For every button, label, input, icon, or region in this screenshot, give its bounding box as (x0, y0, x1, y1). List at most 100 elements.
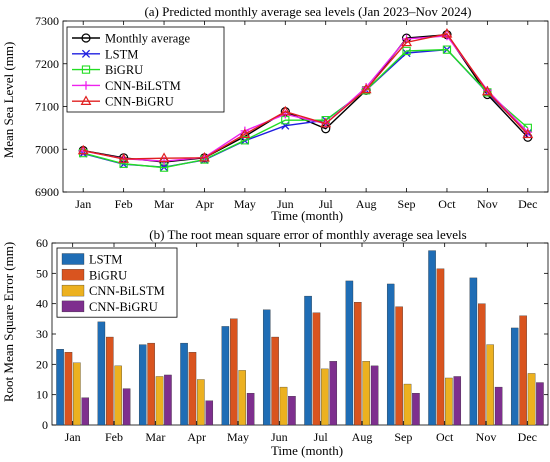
chart-a-legend-entry: CNN-BiGRU (72, 95, 174, 109)
chart-a-legend-label: LSTM (105, 47, 138, 61)
chart-b: (b) The root mean square error of monthl… (1, 227, 549, 458)
chart-b-bar (428, 250, 436, 426)
chart-a-legend-label: CNN-BiGRU (105, 95, 174, 109)
chart-b-bar (510, 327, 519, 426)
chart-b-y-tick-label: 30 (36, 327, 48, 341)
chart-b-y-tick-label: 0 (42, 418, 48, 432)
chart-b-legend-entry: LSTM (61, 253, 122, 267)
chart-b-bar (288, 396, 296, 426)
chart-b-bar-group (469, 277, 503, 426)
chart-b-bar (312, 312, 321, 426)
chart-b-legend-entry: BiGRU (61, 268, 127, 282)
chart-a-data-point (442, 45, 452, 54)
chart-a-legend-marker (81, 81, 91, 90)
chart-b-legend-swatch (61, 300, 85, 313)
chart-b-x-tick-label: Oct (436, 430, 454, 444)
chart-b-bar (395, 306, 403, 426)
chart-b-x-tick-label: May (227, 430, 249, 444)
chart-a-data-point (320, 117, 332, 128)
chart-b-bar (164, 374, 172, 426)
chart-a-legend-entry: LSTM (72, 47, 138, 61)
chart-a-series-line (83, 33, 529, 160)
chart-b-bar-group (304, 295, 338, 426)
chart-a-axes: 6900 7000 7100 7200 7300 Jan Feb Mar Apr May Jun Ju… (35, 14, 549, 211)
chart-b-y-tick-label: 40 (36, 297, 48, 311)
chart-a-legend-marker (80, 95, 92, 106)
chart-b-bar (271, 336, 279, 426)
chart-a-legend-marker (81, 65, 91, 74)
chart-b-bar-group (138, 342, 172, 426)
chart-b-bar (445, 377, 453, 426)
chart-b-bar (304, 295, 312, 426)
chart-b-bar-group (221, 318, 255, 426)
chart-b-bar (114, 365, 122, 426)
chart-a-data-point (402, 46, 411, 56)
chart-b-bar (188, 352, 197, 426)
chart-b-bar (386, 283, 395, 426)
chart-a-y-tick-label: 6900 (35, 185, 59, 199)
chart-a-y-tick-label: 7000 (35, 142, 59, 156)
chart-b-title: (b) The root mean square error of monthl… (149, 227, 466, 242)
chart-a-legend-label: CNN-BiLSTM (105, 79, 181, 93)
chart-a-title: (a) Predicted monthly average sea levels… (144, 4, 471, 19)
chart-a-series-4 (77, 28, 534, 163)
chart-a-legend-label: BiGRU (105, 63, 143, 77)
chart-b-axes: 0 10 20 30 40 50 60 Jan Feb Mar Apr May Jun Jul Aug Sep… (36, 236, 549, 444)
chart-a-series (77, 28, 534, 172)
chart-a-y-tick-label: 7300 (35, 14, 59, 28)
chart-b-bar (155, 376, 164, 426)
chart-b-x-tick-label: Jun (271, 430, 288, 444)
chart-b-legend-entry: CNN-BiLSTM (61, 284, 165, 298)
chart-a-x-axis-label: Time (month) (271, 208, 343, 223)
chart-a-data-point (401, 36, 412, 47)
chart-b-x-tick-label: Dec (518, 430, 537, 444)
chart-b-bar-group (97, 321, 131, 426)
chart-a-y-axis-label: Mean Sea Level (mm) (1, 42, 16, 159)
chart-a-data-point (199, 151, 210, 162)
chart-a: (a) Predicted monthly average sea levels… (1, 4, 549, 223)
chart-b-bar (362, 361, 370, 426)
chart-b-bar (494, 386, 503, 426)
chart-b-bar (73, 362, 81, 426)
chart-a-x-tick-label: Apr (195, 197, 214, 211)
chart-b-bar (138, 344, 147, 426)
chart-b-bar (56, 349, 64, 426)
chart-b-bar (536, 382, 544, 426)
chart-a-y-tick-label: 7100 (35, 100, 59, 114)
chart-b-bar (221, 326, 230, 426)
chart-b-x-axis-label: Time (month) (271, 443, 343, 458)
chart-b-legend-label: BiGRU (89, 268, 127, 282)
chart-a-series-line (83, 35, 529, 162)
chart-b-bar-group (510, 315, 544, 426)
chart-b-legend-label: CNN-BiLSTM (89, 284, 165, 298)
chart-a-data-point (279, 105, 291, 116)
chart-a-x-tick-label: Jan (75, 197, 91, 211)
chart-a-legend-marker (81, 49, 91, 58)
chart-a-data-point (118, 153, 130, 163)
chart-b-legend-label: CNN-BiGRU (89, 300, 158, 314)
chart-a-legend-label: Monthly average (105, 32, 190, 46)
chart-b-bar (197, 379, 205, 426)
chart-b-x-tick-label: Jan (65, 430, 81, 444)
chart-a-x-tick-label: Aug (356, 197, 377, 211)
chart-b-x-tick-label: Jul (314, 430, 329, 444)
chart-b-bar (370, 365, 379, 426)
chart-a-data-point (158, 152, 170, 163)
chart-b-bar (345, 280, 354, 426)
chart-b-bar-group (386, 283, 420, 426)
chart-b-bar (205, 400, 214, 426)
chart-b-bar (147, 342, 155, 426)
chart-a-y-tick-label: 7200 (35, 57, 59, 71)
chart-b-bar (469, 277, 478, 426)
chart-b-bar-group (345, 280, 379, 426)
chart-b-legend-swatch (61, 253, 85, 265)
chart-a-x-tick-label: May (234, 197, 256, 211)
chart-b-bar-group (180, 342, 214, 426)
chart-b-y-tick-label: 20 (36, 357, 48, 371)
chart-b-bar (403, 383, 412, 426)
chart-a-x-tick-label: Oct (438, 197, 456, 211)
chart-a-data-point (441, 28, 453, 38)
chart-b-bar-group (56, 349, 90, 426)
